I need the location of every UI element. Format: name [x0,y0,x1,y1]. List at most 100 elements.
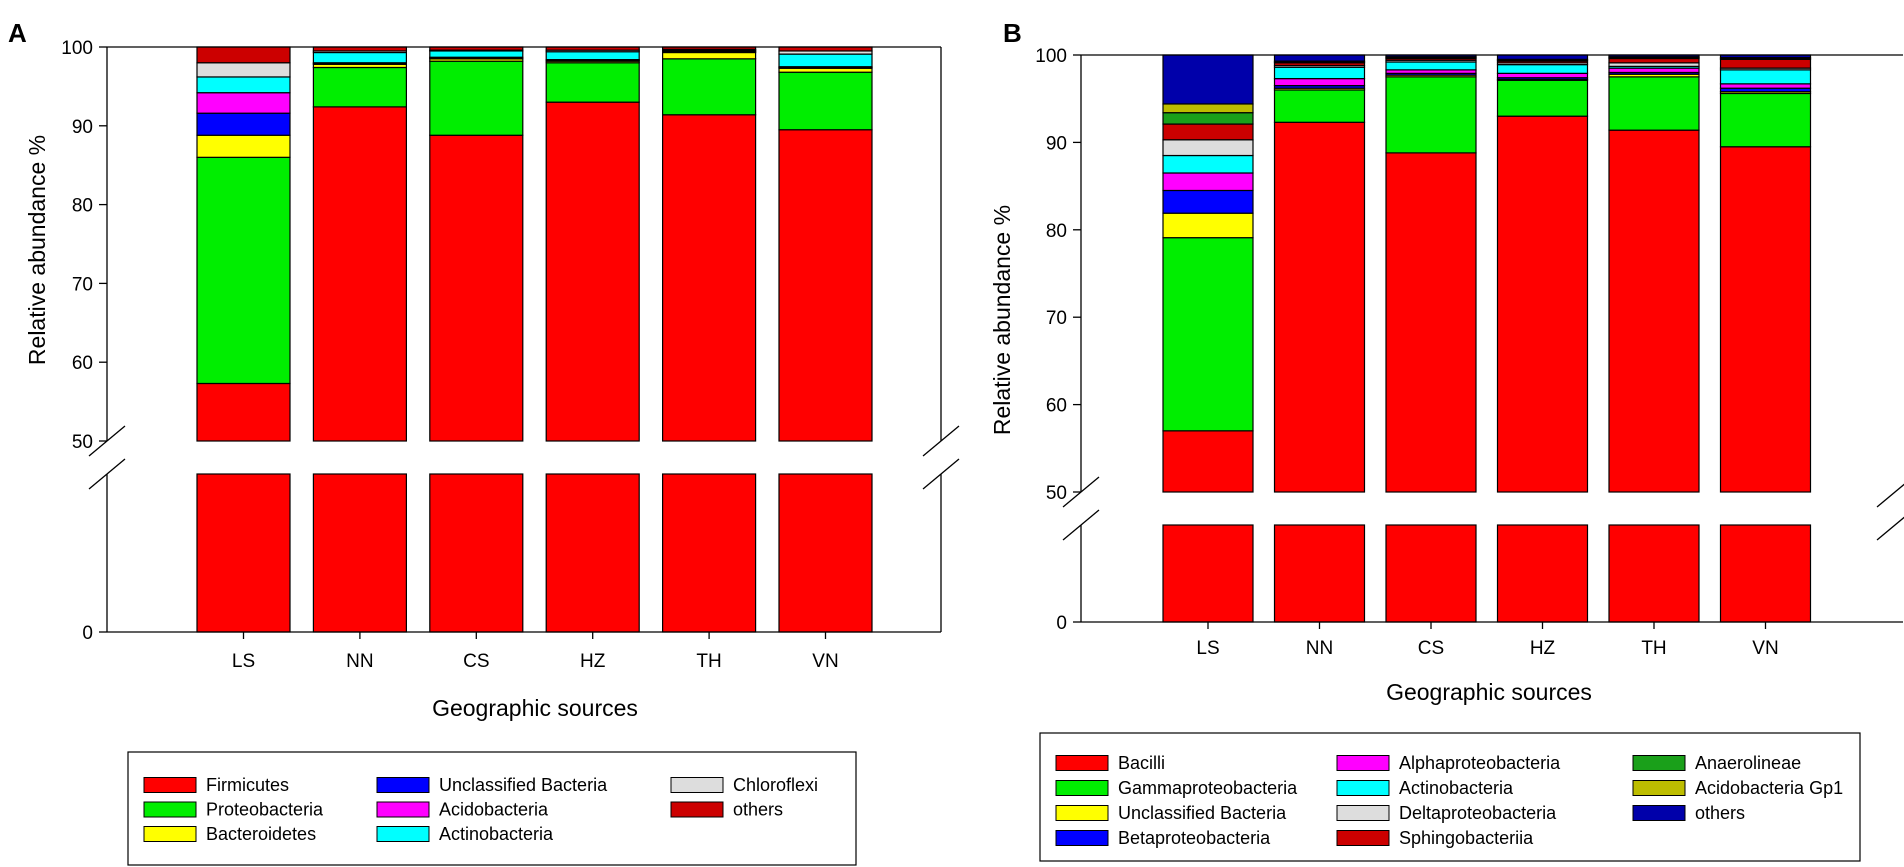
bar-segment [1385,152,1477,493]
y-tick-label: 50 [72,432,93,453]
legend-box [1039,732,1861,862]
bar-segment-lower [1496,524,1589,623]
legend-label: Anaerolineae [1695,753,1801,773]
bar-segment-lower [1273,524,1366,623]
bar-segment [196,112,291,136]
legend-item: Betaproteobacteria [1055,828,1271,848]
bar-segment [1719,83,1812,89]
bar-segment [661,114,757,442]
y-tick-label: 50 [1046,483,1067,504]
bar-segment [1162,103,1254,114]
legend-label: Unclassified Bacteria [439,775,608,795]
bar-segment [1385,76,1477,154]
bar-group-nn [312,46,407,633]
bar-segment [1608,57,1700,64]
category-label: TH [696,651,721,672]
y-tick-label: 60 [1046,396,1067,417]
bar-segment [1273,89,1366,123]
legend-swatch [376,777,430,793]
legend-label: Acidobacteria [439,800,549,820]
category-label: CS [463,651,489,672]
axis-break-mark [1062,509,1100,541]
bar-segment-lower [778,473,873,633]
legend-label: Chloroflexi [733,775,818,795]
axis-break-mark [922,458,960,490]
bar-segment [1385,61,1477,71]
bar-segment [1719,92,1812,148]
legend-item: others [670,800,783,820]
legend-item: others [1632,803,1745,823]
y-axis-title: Relative abundance % [24,135,50,365]
bar-segment [1273,54,1366,62]
panel-a: A LS NN CS HZ TH VN 100 90 80 70 60 50 0 Geographic so… [8,18,960,866]
legend-swatch [143,801,197,818]
legend-label: Bacilli [1118,753,1165,773]
bar-segment-lower [1162,524,1254,623]
legend-item: Acidobacteria Gp1 [1632,778,1843,798]
bar-segment [1496,54,1589,60]
y-tick-label: 90 [1046,133,1067,154]
bar-segment [778,129,873,442]
bar-segment [196,156,291,385]
bar-segment-lower [1719,524,1812,623]
legend-swatch [1336,805,1390,821]
y-tick-label: 80 [1046,221,1067,242]
axis-break-mark [88,458,126,490]
legend-swatch [670,801,724,818]
category-label: NN [346,651,373,672]
panel-letter: B [1003,18,1022,48]
axis-break-mark [1876,516,1904,541]
bar-segment [1496,64,1589,74]
panel-b: B LS NN CS HZ TH VN 100 90 80 70 60 50 0 Geographic so… [989,18,1904,862]
bar-segment [1162,139,1254,157]
x-axis-title: Geographic sources [1386,679,1592,705]
legend-label: Unclassified Bacteria [1118,803,1287,823]
bar-segment [196,62,291,78]
bar-segment-lower [1385,524,1477,623]
axis-break-mark [922,425,960,457]
bar-segment [778,53,873,68]
legend-item: Bacilli [1055,753,1165,773]
bar-segment [1608,67,1700,74]
bar-segment-lower [196,473,291,633]
bar-segment [545,51,640,61]
legend-swatch [1632,805,1686,821]
category-label: HZ [1530,638,1556,659]
x-axis-title: Geographic sources [432,695,638,721]
bar-segment [196,76,291,94]
category-label: TH [1641,638,1666,659]
bar-segment [196,134,291,158]
bar-segment [1273,121,1366,493]
bar-segment [1496,79,1589,117]
y-tick-label: 100 [61,38,93,59]
legend-item: Deltaproteobacteria [1336,803,1557,823]
bar-segment [1162,112,1254,125]
legend-item: Firmicutes [143,775,289,795]
legend-label: others [1695,803,1745,823]
legend-swatch [1055,830,1109,846]
bar-segment [312,106,407,442]
legend-swatch [670,777,724,793]
legend-item: Proteobacteria [143,800,324,820]
legend-item: Anaerolineae [1632,753,1801,773]
y-tick-label: 70 [1046,308,1067,329]
bar-segment [1273,66,1366,80]
legend-label: Alphaproteobacteria [1399,753,1561,773]
legend-label: Betaproteobacteria [1118,828,1271,848]
y-tick-label: 100 [1035,46,1067,67]
bar-segment [196,92,291,114]
bar-segment [1162,430,1254,493]
legend-label: Actinobacteria [1399,778,1514,798]
legend-item: Gammaproteobacteria [1055,778,1298,798]
legend-label: Bacteroidetes [206,824,316,844]
bar-group-ls [1162,54,1254,623]
legend-swatch [1632,755,1686,771]
bar-group-hz [1496,54,1589,623]
y-tick-label: 60 [72,353,93,374]
legend: Firmicutes Proteobacteria Bacteroidetes Unc… [127,751,857,866]
legend-item: Acidobacteria [376,800,549,820]
bar-group-ls [196,46,291,633]
bar-segment [1162,172,1254,192]
bar-group-nn [1273,54,1366,623]
